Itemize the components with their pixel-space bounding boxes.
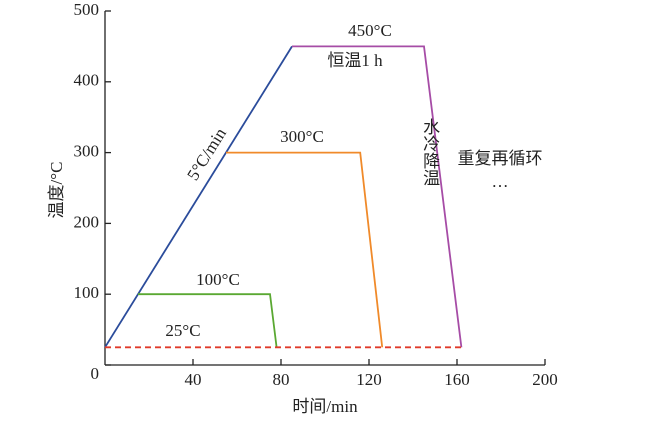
x-tick-label: 80 <box>273 370 290 389</box>
x-tick-label: 160 <box>444 370 470 389</box>
annotation: 5°C/min <box>183 124 230 184</box>
y-tick-label: 500 <box>74 0 100 19</box>
annotation: 450°C <box>348 21 392 40</box>
annotation: 重复再循环 <box>458 149 543 168</box>
y-tick-label: 400 <box>74 71 100 90</box>
y-axis-label: 温度/°C <box>47 162 66 219</box>
annotation: 100°C <box>196 270 240 289</box>
y-tick-label: 0 <box>91 364 100 383</box>
x-tick-label: 120 <box>356 370 382 389</box>
annotation: 恒温1 h <box>327 51 383 70</box>
x-tick-label: 200 <box>532 370 558 389</box>
series-line <box>138 293 278 348</box>
y-tick-label: 300 <box>74 142 100 161</box>
series-line <box>104 45 293 348</box>
y-tick-label: 100 <box>74 283 100 302</box>
annotation: 水冷降温 <box>420 118 440 186</box>
annotation: 25°C <box>165 321 200 340</box>
annotation: 300°C <box>280 127 324 146</box>
x-tick-label: 40 <box>185 370 202 389</box>
series-line <box>226 151 384 348</box>
series-line <box>292 45 463 348</box>
x-axis-label: 时间/min <box>292 397 358 416</box>
y-tick-label: 200 <box>74 212 100 231</box>
annotation: … <box>492 172 509 191</box>
